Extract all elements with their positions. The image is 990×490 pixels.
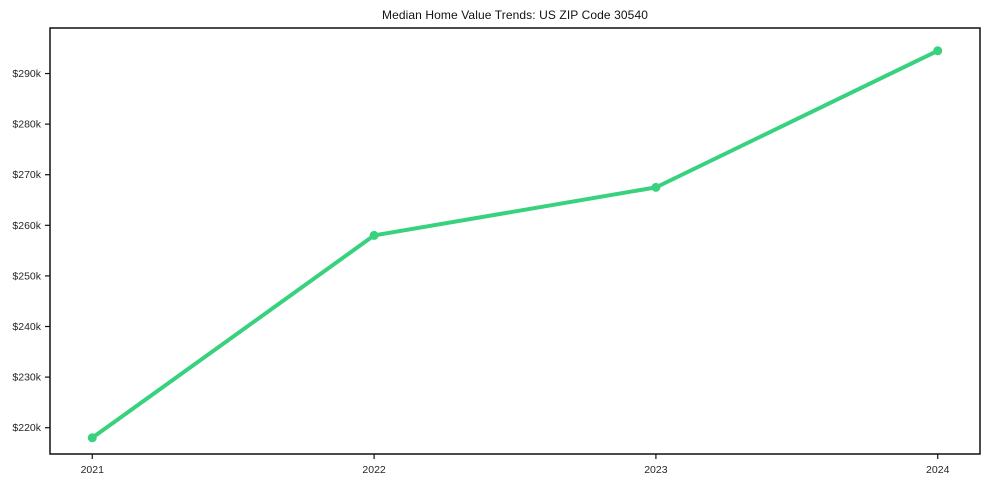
- x-axis-tick-label: 2021: [81, 464, 105, 476]
- data-point-marker: [651, 182, 661, 192]
- y-axis-tick-label: $280k: [12, 119, 41, 131]
- y-axis-tick-label: $270k: [12, 169, 41, 181]
- x-axis-tick-label: 2024: [926, 464, 950, 476]
- y-axis-tick-label: $250k: [12, 270, 41, 282]
- data-point-marker: [87, 433, 97, 443]
- y-axis-tick-label: $240k: [12, 321, 41, 333]
- data-point-marker: [933, 46, 943, 56]
- x-axis-tick-label: 2022: [362, 464, 386, 476]
- x-axis-tick-label: 2023: [644, 464, 668, 476]
- data-point-marker: [369, 230, 379, 240]
- y-axis-tick-label: $220k: [12, 422, 41, 434]
- y-axis-tick-label: $260k: [12, 220, 41, 232]
- plot-border: [49, 27, 981, 455]
- y-axis-tick-label: $290k: [12, 68, 41, 80]
- chart-title: Median Home Value Trends: US ZIP Code 30…: [381, 8, 648, 22]
- y-axis-tick-label: $230k: [12, 372, 41, 384]
- data-line: [90, 48, 940, 440]
